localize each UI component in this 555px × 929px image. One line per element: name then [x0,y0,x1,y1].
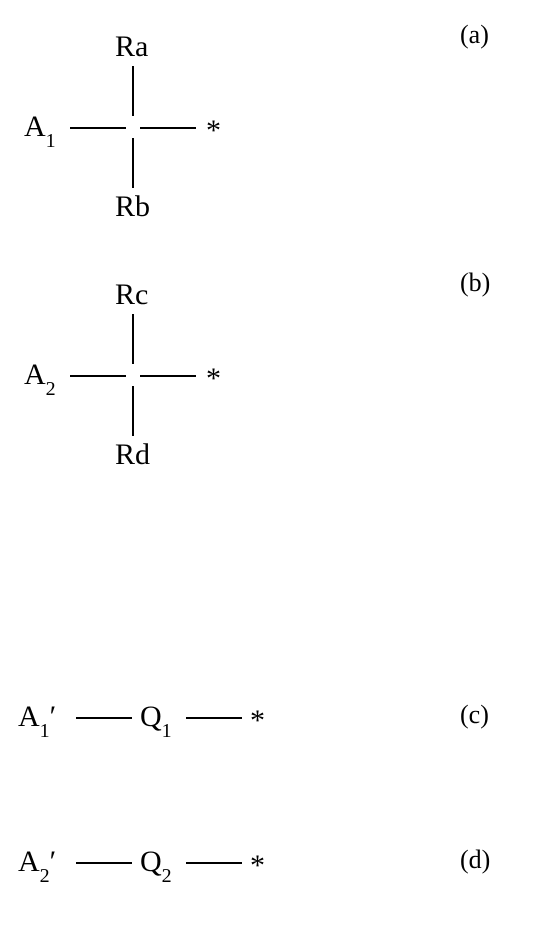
a1-sub: 1 [46,130,56,152]
bond-horizontal-right-b [140,375,196,377]
bond-c-2 [186,717,242,719]
bond-horizontal-left-b [70,375,126,377]
group-a2prime: A2′ [18,845,56,884]
a2-sub: 2 [46,378,56,400]
structure-d: A2′ Q2 * [18,845,298,895]
group-rc: Rc [115,278,148,312]
bond-horizontal-left [70,127,126,129]
group-q2: Q2 [140,845,172,884]
structure-b: Rc A2 * Rd [20,278,270,478]
label-a: (a) [460,20,489,50]
a1p-base: A [18,700,40,733]
bond-d-2 [186,862,242,864]
bond-d-1 [76,862,132,864]
group-asterisk-a: * [206,114,221,148]
q2-base: Q [140,845,162,878]
group-a2: A2 [24,358,56,397]
group-asterisk-c: * [250,704,265,738]
group-asterisk-b: * [206,362,221,396]
group-ra: Ra [115,30,148,64]
q1-base: Q [140,700,162,733]
a2p-sub: 2 [40,865,50,887]
q1-sub: 1 [162,720,172,742]
label-d: (d) [460,845,490,875]
bond-vertical-bottom [132,138,134,188]
structure-c: A1′ Q1 * [18,700,298,750]
label-b: (b) [460,268,490,298]
label-c: (c) [460,700,489,730]
a2p-base: A [18,845,40,878]
page: (a) Ra A1 * Rb (b) Rc A2 [0,0,555,929]
bond-vertical-top [132,66,134,116]
group-a1: A1 [24,110,56,149]
q2-sub: 2 [162,865,172,887]
bond-vertical-bottom-b [132,386,134,436]
a1-base: A [24,110,46,143]
a2p-prime: ′ [50,845,57,878]
a1p-prime: ′ [50,700,57,733]
a1p-sub: 1 [40,720,50,742]
group-rb: Rb [115,190,150,224]
bond-vertical-top-b [132,314,134,364]
group-q1: Q1 [140,700,172,739]
group-a1prime: A1′ [18,700,56,739]
bond-c-1 [76,717,132,719]
bond-horizontal-right [140,127,196,129]
a2-base: A [24,358,46,391]
structure-a: Ra A1 * Rb [20,30,270,230]
group-asterisk-d: * [250,849,265,883]
group-rd: Rd [115,438,150,472]
